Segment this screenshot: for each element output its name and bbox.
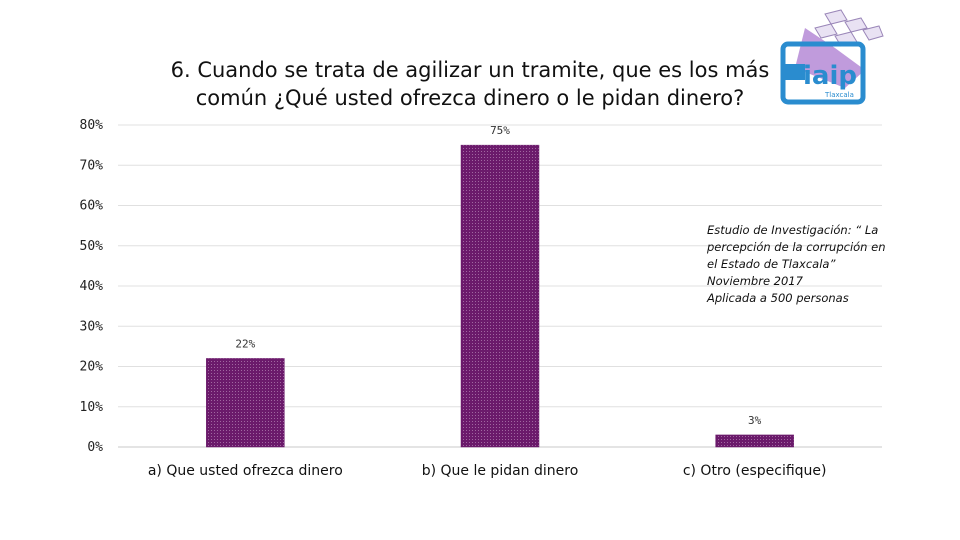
bar <box>460 144 540 448</box>
data-label: 22% <box>235 337 255 350</box>
note-line: Estudio de Investigación: “ La <box>707 223 879 237</box>
data-labels: 22% 75% 3% <box>235 124 761 427</box>
category-label: b) Que le pidan dinero <box>422 463 579 479</box>
y-tick-label: 10% <box>80 400 104 415</box>
note-line: Noviembre 2017 <box>707 274 803 288</box>
logo-text: iaip <box>803 61 857 91</box>
y-tick-label: 20% <box>80 360 104 375</box>
y-tick-label: 80% <box>80 118 104 133</box>
data-label: 3% <box>748 414 762 427</box>
note-line: percepción de la corrupción en <box>707 240 886 254</box>
logo-blue-tab <box>783 64 805 80</box>
y-tick-label: 60% <box>80 199 104 214</box>
y-tick-label: 50% <box>80 239 104 254</box>
y-tick-label: 70% <box>80 158 104 173</box>
iaip-logo: iaip Tlaxcala <box>780 9 884 105</box>
note-line: Aplicada a 500 personas <box>707 291 849 305</box>
y-axis-ticks: 0% 10% 20% 30% 40% 50% 60% 70% 80% <box>80 118 104 455</box>
chart-title-line2: común ¿Qué usted ofrezca dinero o le pid… <box>195 86 745 110</box>
chart-title: 6. Cuando se trata de agilizar un tramit… <box>120 56 820 112</box>
study-note: Estudio de Investigación: “ La percepció… <box>707 222 897 307</box>
note-line: el Estado de Tlaxcala” <box>707 257 836 271</box>
category-labels: a) Que usted ofrezca dinero b) Que le pid… <box>148 463 827 479</box>
chart-title-line1: 6. Cuando se trata de agilizar un tramit… <box>170 58 770 82</box>
category-label: c) Otro (especifique) <box>683 463 827 479</box>
bar <box>206 358 285 448</box>
bars <box>206 144 794 448</box>
category-label: a) Que usted ofrezca dinero <box>148 463 343 479</box>
logo-subtext: Tlaxcala <box>824 91 854 99</box>
y-tick-label: 30% <box>80 319 104 334</box>
y-tick-label: 40% <box>80 279 104 294</box>
y-tick-label: 0% <box>87 440 103 455</box>
data-label: 75% <box>490 124 510 137</box>
bar <box>715 434 794 448</box>
